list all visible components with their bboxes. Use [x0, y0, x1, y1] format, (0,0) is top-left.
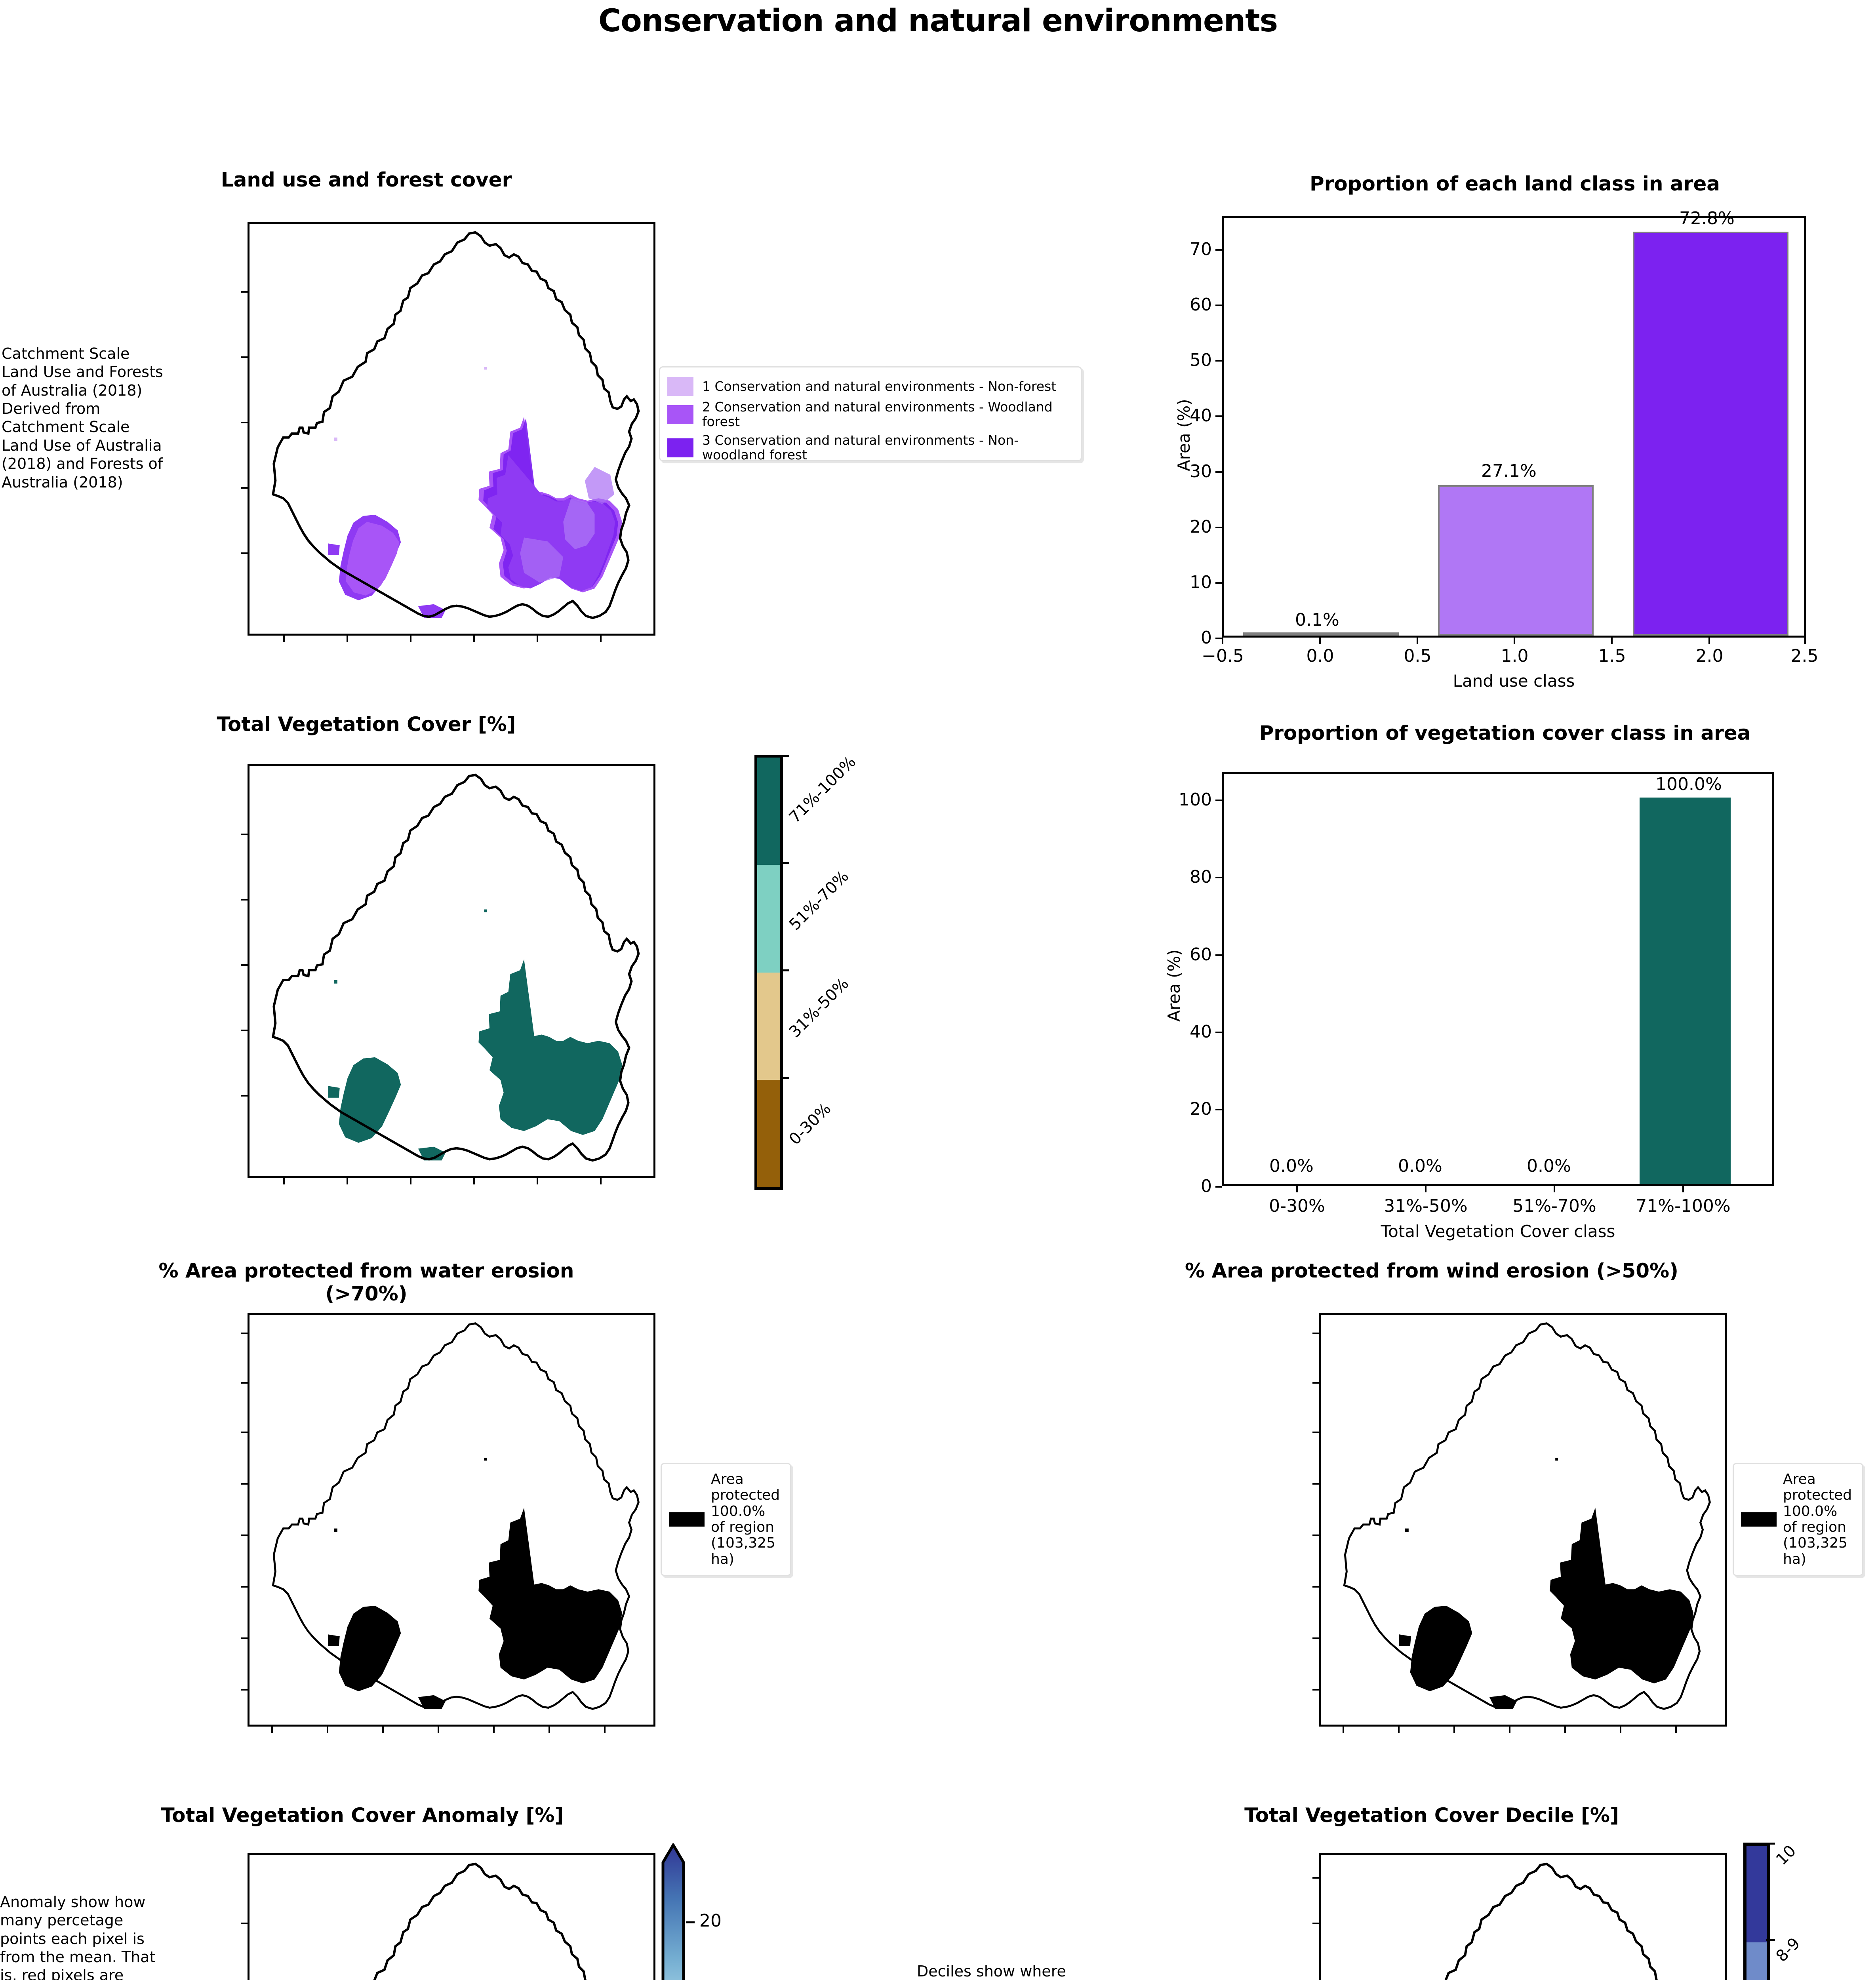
tvc-xaxis-label: Total Vegetation Cover class [1381, 1222, 1615, 1241]
decile-colorbar-label-8-9: 8-9 [1772, 1934, 1804, 1966]
bar-label-landclass-2: 72.8% [1679, 208, 1735, 228]
bar-label-tvc-0: 0.0% [1269, 1156, 1314, 1176]
xtick-label: 2.0 [1695, 646, 1724, 666]
ytick-label: 0 [1201, 628, 1212, 648]
wind-erosion-legend[interactable]: Area protected 100.0% of region (103,325… [1733, 1463, 1863, 1576]
tvc-colorbar-label-51-70: 51%-70% [785, 867, 853, 934]
water-erosion-legend[interactable]: Area protected 100.0% of region (103,325… [661, 1463, 791, 1576]
legend-swatch-area-protected [669, 1512, 705, 1527]
decile-colorbar-label-10: 10 [1772, 1841, 1800, 1869]
ytick-label: 0 [1201, 1176, 1212, 1196]
landclass-yaxis-label: Area (%) [1174, 399, 1194, 471]
xtick-label: 31%-50% [1384, 1196, 1468, 1216]
landuse-map [248, 222, 655, 636]
decile-map-svg [1444, 1862, 1658, 1980]
landuse-map-title: Land use and forest cover [221, 168, 512, 191]
colorbar-segment-51-70 [757, 865, 780, 973]
tvc-colorbar-label-71-100: 71%-100% [785, 752, 860, 827]
tvc-map-svg [272, 773, 640, 1162]
page-title: Conservation and natural environments [598, 3, 1278, 39]
ytick-label: 80 [1190, 867, 1212, 887]
legend-item[interactable]: 2 Conservation and natural environments … [667, 400, 1074, 429]
landuse-map-svg [272, 231, 640, 619]
wind-erosion-map-svg [1343, 1322, 1711, 1710]
decile-map [1319, 1853, 1727, 1980]
wind-erosion-title: % Area protected from wind erosion (>50%… [1185, 1259, 1679, 1282]
tvc-yaxis-label: Area (%) [1164, 949, 1184, 1022]
xtick-label: 51%-70% [1512, 1196, 1596, 1216]
colorbar-segment-10 [1746, 1846, 1767, 1942]
tvc-map-title: Total Vegetation Cover [%] [217, 713, 516, 736]
xtick-label: 0.5 [1404, 646, 1432, 666]
ytick-label: 20 [1190, 517, 1212, 537]
landuse-source-note: Catchment Scale Land Use and Forests of … [2, 345, 163, 491]
anomaly-tick-label-20: 20 [699, 1911, 722, 1931]
landclass-bar-axes: 0.1% 27.1% 72.8% [1222, 208, 1806, 638]
legend-label: 3 Conservation and natural environments … [702, 432, 1019, 463]
colorbar-segment-8-9 [1746, 1942, 1767, 1980]
bar-landclass-1[interactable] [1438, 485, 1594, 636]
wind-erosion-map [1319, 1313, 1727, 1727]
bar-tvc-3[interactable] [1640, 798, 1731, 1184]
colorbar-segment-71-100 [757, 758, 780, 865]
tvc-colorbar [754, 755, 783, 1190]
bar-landclass-2[interactable] [1633, 232, 1788, 636]
landclass-bar-title: Proportion of each land class in area [1310, 172, 1720, 195]
xtick-label: 1.5 [1598, 646, 1626, 666]
water-erosion-map [248, 1313, 655, 1727]
legend-swatch-area-protected [1741, 1512, 1777, 1527]
xtick-label: 2.5 [1790, 646, 1819, 666]
tvc-map [248, 764, 655, 1178]
colorbar-segment-31-50 [757, 972, 780, 1080]
bar-label-tvc-2: 0.0% [1527, 1156, 1571, 1176]
colorbar-segment-0-30 [757, 1079, 780, 1187]
xtick-label: 71%-100% [1636, 1196, 1731, 1216]
ytick-label: 40 [1190, 1022, 1212, 1042]
landclass-xaxis-label: Land use class [1453, 671, 1575, 691]
landuse-legend[interactable]: 1 Conservation and natural environments … [659, 366, 1082, 463]
tvc-colorbar-label-0-30: 0-30% [785, 1099, 835, 1149]
anomaly-title: Total Vegetation Cover Anomaly [%] [161, 1804, 564, 1827]
legend-label: Area protected 100.0% of region (103,325… [711, 1471, 780, 1567]
anomaly-map-svg [373, 1862, 587, 1980]
xtick-label: 0.0 [1306, 646, 1334, 666]
legend-swatch-woodland-forest [667, 405, 693, 424]
ytick-label: 60 [1190, 295, 1212, 315]
ytick-label: 100 [1179, 790, 1212, 810]
water-erosion-map-svg [272, 1322, 640, 1710]
bar-landclass-0[interactable] [1243, 632, 1399, 636]
bar-label-landclass-1: 27.1% [1481, 461, 1537, 481]
decile-colorbar [1743, 1843, 1770, 1980]
decile-title: Total Vegetation Cover Decile [%] [1244, 1804, 1619, 1827]
tvc-bar-axes: 0.0% 0.0% 0.0% 100.0% [1222, 772, 1774, 1186]
bar-label-tvc-3: 100.0% [1655, 774, 1722, 794]
anomaly-map [248, 1853, 655, 1980]
legend-label: 2 Conservation and natural environments … [702, 399, 1053, 429]
decile-note: Deciles show where the pixel value lies … [917, 1963, 1066, 1980]
bar-label-tvc-1: 0.0% [1398, 1156, 1442, 1176]
bar-label-landclass-0: 0.1% [1295, 610, 1339, 630]
legend-swatch-non-woodland-forest [667, 438, 693, 457]
legend-item[interactable]: 3 Conservation and natural environments … [667, 433, 1074, 463]
legend-label: 1 Conservation and natural environments … [702, 378, 1057, 394]
ytick-label: 10 [1190, 572, 1212, 592]
legend-label: Area protected 100.0% of region (103,325… [1783, 1471, 1852, 1567]
anomaly-colorbar-svg [661, 1842, 685, 1980]
legend-item[interactable]: 1 Conservation and natural environments … [667, 377, 1074, 396]
xtick-label: 0-30% [1269, 1196, 1325, 1216]
ytick-label: 70 [1190, 239, 1212, 259]
legend-swatch-nonforest [667, 377, 693, 396]
anomaly-colorbar [661, 1842, 685, 1980]
tvc-bar-title: Proportion of vegetation cover class in … [1259, 722, 1751, 744]
anomaly-note: Anomaly show how many percetage points e… [0, 1893, 156, 1980]
water-erosion-title: % Area protected from water erosion (>70… [158, 1259, 574, 1305]
xtick-label: 1.0 [1501, 646, 1529, 666]
xtick-label: −0.5 [1202, 646, 1244, 666]
ytick-label: 50 [1190, 350, 1212, 370]
ytick-label: 20 [1190, 1099, 1212, 1119]
tvc-colorbar-label-31-50: 31%-50% [785, 974, 853, 1041]
